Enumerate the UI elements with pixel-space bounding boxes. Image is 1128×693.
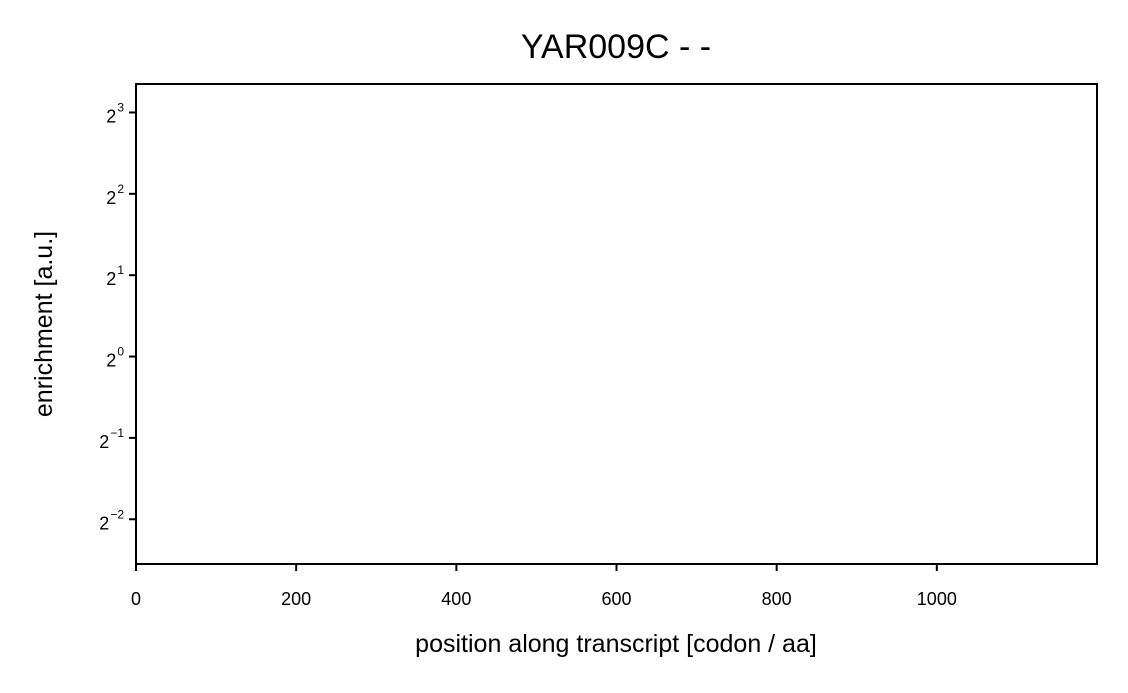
x-axis: 0 200 400 600 800 1000 — [131, 564, 957, 609]
x-tick-label: 400 — [441, 589, 471, 609]
y-tick-base: 2 — [106, 351, 116, 371]
plot-area — [135, 83, 1098, 565]
x-tick-label: 800 — [762, 589, 792, 609]
x-tick-label: 200 — [281, 589, 311, 609]
y-tick-label: 23 — [106, 100, 124, 126]
x-tick-label: 1000 — [917, 589, 957, 609]
x-axis-label: position along transcript [codon / aa] — [415, 630, 817, 658]
y-tick-base: 2 — [106, 106, 116, 126]
y-tick-exponent: 1 — [117, 263, 124, 277]
y-tick-exponent: −1 — [110, 426, 124, 440]
y-tick-base: 2 — [106, 188, 116, 208]
y-tick-exponent: 3 — [117, 100, 124, 114]
y-tick-label: 20 — [106, 345, 124, 371]
y-tick-label: 2−2 — [99, 507, 124, 533]
y-tick-exponent: 0 — [117, 345, 124, 359]
y-tick-label: 21 — [106, 263, 124, 289]
y-tick-base: 2 — [99, 513, 109, 533]
x-tick-label: 0 — [131, 589, 141, 609]
y-tick-exponent: 2 — [117, 182, 124, 196]
y-tick-base: 2 — [106, 269, 116, 289]
y-axis-label: enrichment [a.u.] — [30, 231, 58, 417]
chart-title: YAR009C - - — [521, 28, 711, 66]
y-tick-label: 2−1 — [99, 426, 124, 452]
y-tick-base: 2 — [99, 432, 109, 452]
x-tick-label: 600 — [601, 589, 631, 609]
y-tick-label: 22 — [106, 182, 124, 208]
y-tick-exponent: −2 — [110, 507, 124, 521]
